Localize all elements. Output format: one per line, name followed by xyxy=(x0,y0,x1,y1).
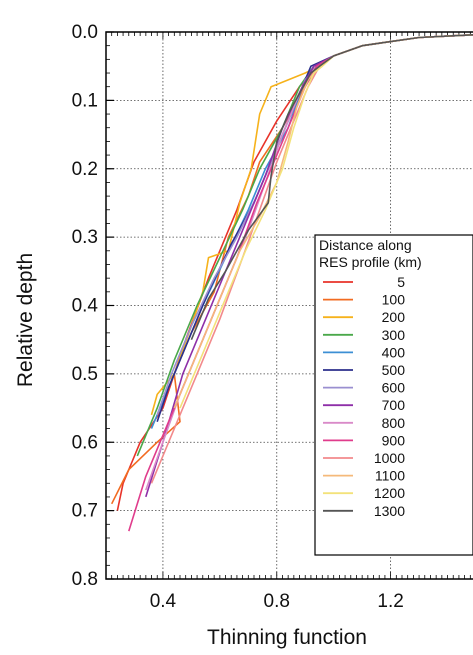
legend-label-200: 200 xyxy=(382,309,406,325)
legend-label-100: 100 xyxy=(382,292,406,308)
series-line-1300 xyxy=(190,34,473,341)
series-lines xyxy=(110,34,473,532)
y-tick-label: 0.8 xyxy=(72,569,98,590)
y-tick-label: 0.5 xyxy=(72,364,98,385)
legend-label-900: 900 xyxy=(382,432,406,448)
y-tick-labels: 0.0 0.1 0.2 0.3 0.4 0.5 0.6 0.7 0.8 xyxy=(72,22,99,590)
y-tick-label: 0.3 xyxy=(72,227,98,248)
legend-label-1300: 1300 xyxy=(374,503,405,519)
legend-title-line-1: Distance along xyxy=(319,237,412,253)
legend-label-1100: 1100 xyxy=(375,468,405,484)
legend-label-5: 5 xyxy=(397,274,405,290)
x-tick-labels: 0.4 0.8 1.2 xyxy=(150,591,404,612)
x-tick-label: 0.8 xyxy=(264,591,290,612)
legend-label-1200: 1200 xyxy=(374,485,405,501)
legend-label-800: 800 xyxy=(382,415,406,431)
x-tick-label: 0.4 xyxy=(150,591,177,612)
x-axis-label: Thinning function xyxy=(207,626,367,649)
y-tick-label: 0.2 xyxy=(72,159,98,180)
legend-title-line-2: RES profile (km) xyxy=(319,254,422,270)
legend-label-700: 700 xyxy=(382,397,406,413)
y-axis-label: Relative depth xyxy=(14,253,37,387)
y-tick-label: 0.4 xyxy=(72,296,99,317)
legend-box xyxy=(314,234,473,556)
plot-frame xyxy=(105,31,473,580)
y-tick-label: 0.7 xyxy=(72,501,98,522)
x-tick-label: 1.2 xyxy=(377,591,403,612)
legend-label-1000: 1000 xyxy=(374,450,405,466)
legend-label-300: 300 xyxy=(382,327,406,343)
y-tick-label: 0.1 xyxy=(72,90,98,111)
legend-label-600: 600 xyxy=(382,380,406,396)
legend-label-400: 400 xyxy=(382,344,406,360)
legend-label-500: 500 xyxy=(382,362,406,378)
y-tick-label: 0.0 xyxy=(72,22,98,43)
y-tick-label: 0.6 xyxy=(72,432,98,453)
